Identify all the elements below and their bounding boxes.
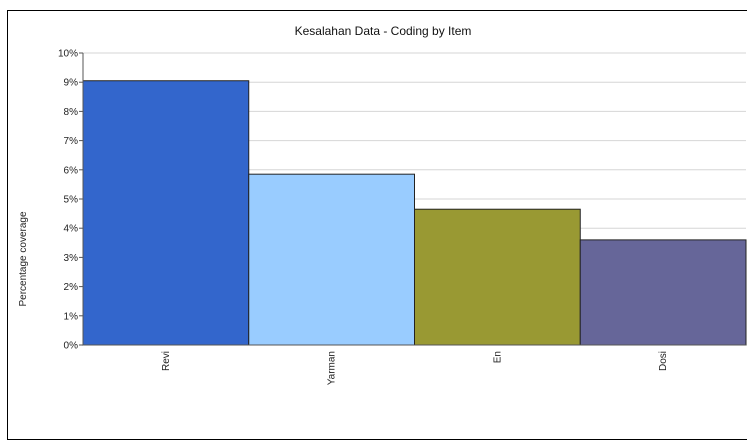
y-tick-label: 9% xyxy=(64,78,79,89)
x-tick-label: Revi xyxy=(161,351,172,371)
bar-en xyxy=(414,208,581,346)
x-tick-label: Yarman xyxy=(327,351,338,385)
x-tick-label: Dosi xyxy=(658,351,669,371)
y-tick-label: 2% xyxy=(64,282,79,293)
y-tick-label: 1% xyxy=(64,311,79,322)
chart-title: Kesalahan Data - Coding by Item xyxy=(295,24,472,38)
y-tick-label: 5% xyxy=(64,195,79,206)
y-tick-label: 8% xyxy=(64,107,79,118)
bar-dosi xyxy=(579,239,747,346)
y-tick-label: 10% xyxy=(58,49,78,60)
x-tick-label: En xyxy=(492,351,503,363)
y-tick-label: 7% xyxy=(64,136,79,147)
y-tick-label: 3% xyxy=(64,253,79,264)
axes xyxy=(82,53,746,346)
y-tick-label: 0% xyxy=(64,341,79,352)
y-tick-labels: 0% 1% 2% 3% 4% 5% 6% 7% 8% 9% 10% xyxy=(58,49,78,352)
y-tick-label: 6% xyxy=(64,165,79,176)
bars xyxy=(82,80,747,346)
bar-yarman xyxy=(248,173,415,346)
x-tick-labels: Revi Yarman En Dosi xyxy=(161,351,669,385)
y-axis-title: Percentage coverage xyxy=(18,211,29,307)
bar-revi xyxy=(82,80,250,346)
y-tick-label: 4% xyxy=(64,224,79,235)
